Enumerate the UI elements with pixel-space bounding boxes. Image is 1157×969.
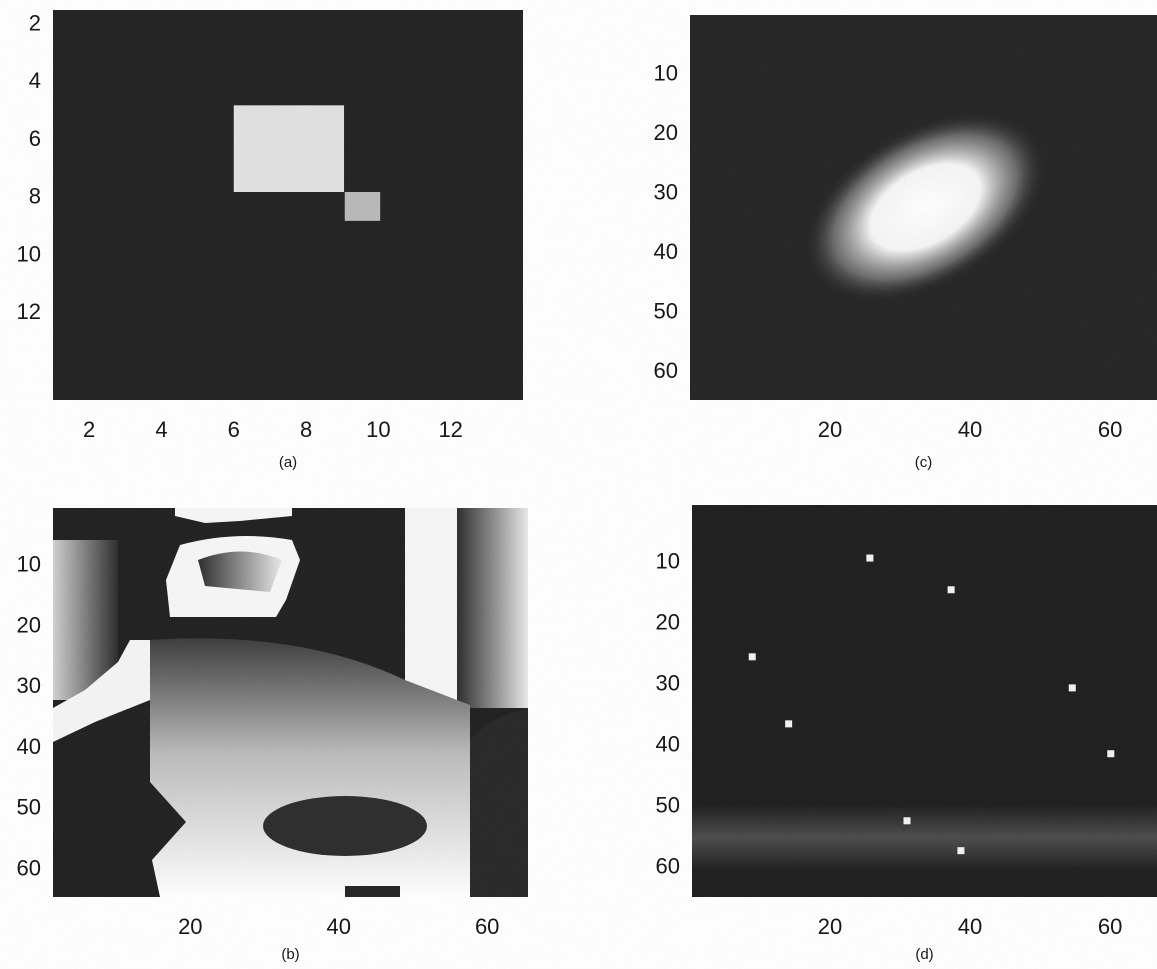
x-tick-label: 40	[958, 914, 982, 939]
x-tick-label: 10	[366, 417, 390, 442]
panel-caption: (c)	[915, 454, 933, 471]
bright-point	[1107, 750, 1114, 757]
panel-b-image	[53, 508, 528, 897]
figure: 2 4 6 8 10 12 2 4 6 8 10 12 (a) 20 40 60 10 20 30 40 50 60 (b)…	[0, 0, 1157, 969]
x-tick-label: 60	[475, 914, 499, 939]
y-tick-label: 30	[654, 179, 678, 204]
y-tick-label: 60	[654, 358, 678, 383]
bright-point	[1069, 684, 1076, 691]
x-tick-label: 60	[1098, 417, 1122, 442]
panel-a-background	[53, 10, 523, 400]
x-tick-label: 40	[327, 914, 351, 939]
x-tick-label: 12	[438, 417, 462, 442]
y-tick-label: 60	[17, 855, 41, 880]
y-tick-label: 40	[654, 239, 678, 264]
x-tick-label: 60	[1098, 914, 1122, 939]
y-tick-label: 20	[17, 612, 41, 637]
image-region	[345, 886, 400, 897]
panel-d-band	[692, 805, 1157, 870]
bright-point	[948, 586, 955, 593]
y-tick-label: 4	[29, 68, 41, 93]
y-tick-label: 60	[656, 854, 680, 879]
y-tick-label: 8	[29, 184, 41, 209]
x-tick-label: 4	[155, 417, 167, 442]
y-tick-label: 10	[17, 241, 41, 266]
x-tick-label: 20	[818, 417, 842, 442]
image-region	[263, 796, 427, 856]
panel-caption: (a)	[279, 454, 297, 471]
y-tick-label: 6	[29, 126, 41, 151]
y-tick-label: 50	[654, 298, 678, 323]
bright-point	[785, 720, 792, 727]
panel-caption: (b)	[281, 946, 299, 963]
y-tick-label: 50	[17, 795, 41, 820]
y-tick-label: 2	[29, 10, 41, 35]
image-block	[345, 192, 380, 221]
x-tick-label: 40	[958, 417, 982, 442]
y-tick-label: 20	[654, 120, 678, 145]
image-region	[470, 710, 528, 897]
bright-point	[957, 847, 964, 854]
y-tick-label: 20	[656, 610, 680, 635]
x-tick-label: 8	[300, 417, 312, 442]
panel-caption: (d)	[915, 946, 933, 963]
y-tick-label: 10	[654, 60, 678, 85]
y-tick-label: 10	[17, 552, 41, 577]
x-tick-label: 20	[178, 914, 202, 939]
image-block	[234, 105, 344, 192]
y-tick-label: 30	[17, 673, 41, 698]
y-tick-label: 12	[17, 299, 41, 324]
y-tick-label: 30	[656, 671, 680, 696]
y-tick-label: 50	[656, 793, 680, 818]
bright-point	[749, 653, 756, 660]
y-tick-label: 10	[656, 549, 680, 574]
x-tick-label: 20	[818, 914, 842, 939]
bright-point	[903, 817, 910, 824]
y-tick-label: 40	[656, 732, 680, 757]
bright-point	[866, 555, 873, 562]
image-region	[198, 552, 282, 593]
y-tick-label: 40	[17, 734, 41, 759]
x-tick-label: 6	[228, 417, 240, 442]
x-tick-label: 2	[83, 417, 95, 442]
image-region	[457, 508, 528, 708]
